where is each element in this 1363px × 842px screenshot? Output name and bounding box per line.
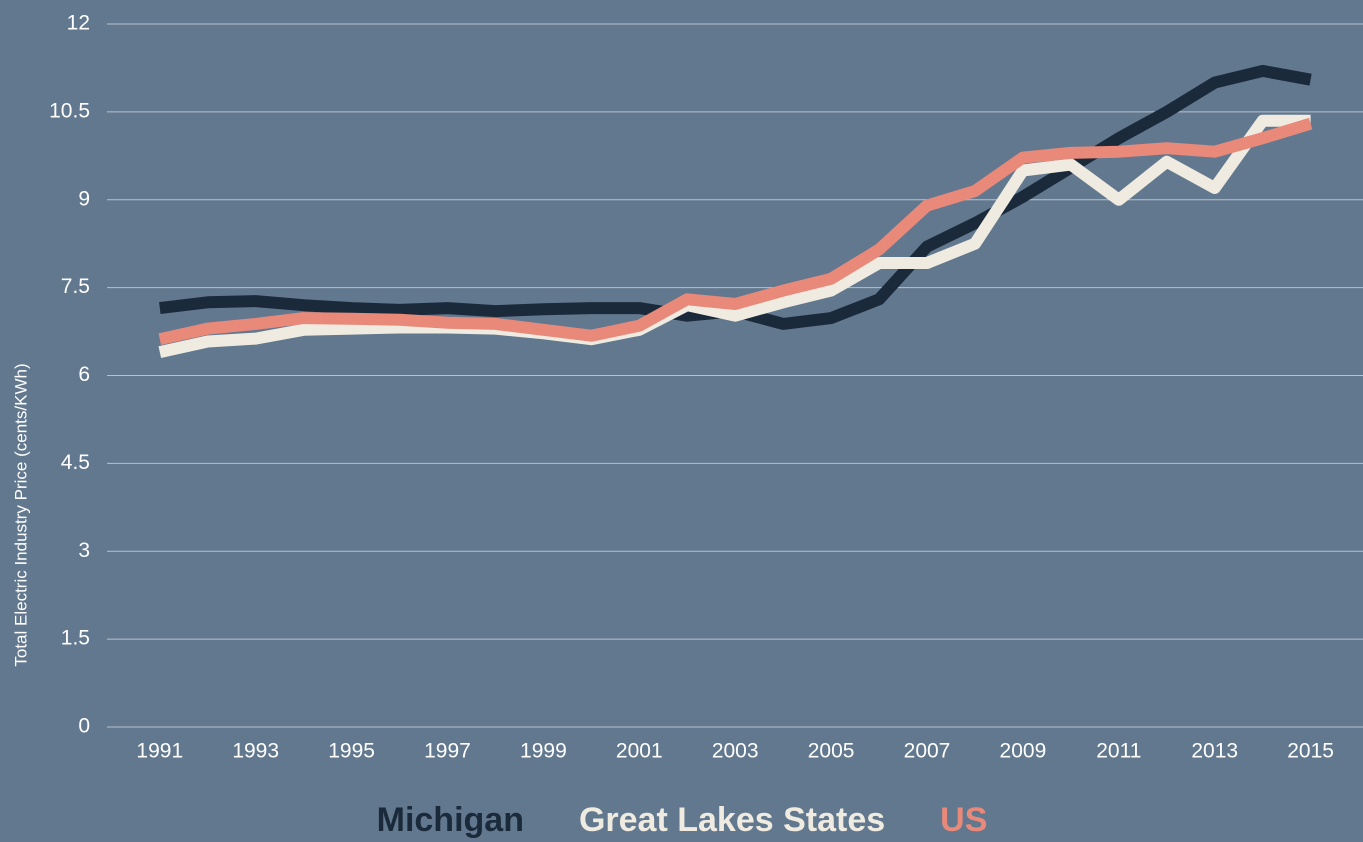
y-tick-label: 6: [78, 363, 90, 386]
x-tick-label: 2007: [904, 740, 951, 763]
x-tick-label: 2015: [1287, 740, 1334, 763]
x-tick-label: 2009: [1000, 740, 1047, 763]
legend-entry: Michigan: [377, 801, 524, 839]
x-tick-label: 1999: [520, 740, 567, 763]
x-tick-label: 2001: [616, 740, 663, 763]
legend-entry: US: [940, 801, 987, 839]
y-tick-label: 7.5: [61, 275, 90, 298]
legend-entry: Great Lakes States: [579, 801, 885, 839]
y-tick-label: 1.5: [61, 627, 90, 650]
y-tick-label: 10.5: [49, 99, 90, 122]
x-tick-label: 2005: [808, 740, 855, 763]
y-tick-label: 0: [78, 715, 90, 738]
y-tick-label: 12: [67, 12, 90, 35]
series-line: [158, 117, 1313, 346]
x-tick-label: 2011: [1096, 740, 1141, 763]
x-tick-label: 1995: [328, 740, 375, 763]
x-tick-label: 2013: [1191, 740, 1238, 763]
x-tick-label: 2003: [712, 740, 759, 763]
series-line: [158, 114, 1311, 358]
y-axis-label: Total Electric Industry Price (cents/KWh…: [11, 363, 30, 666]
series-line: [159, 64, 1312, 330]
y-tick-label: 3: [78, 539, 90, 562]
x-tick-label: 1997: [424, 740, 471, 763]
y-tick-label: 4.5: [61, 451, 90, 474]
y-tick-label: 9: [78, 187, 90, 210]
x-tick-label: 1993: [232, 740, 279, 763]
legend: Michigan Great Lakes States US: [377, 801, 988, 839]
x-tick-label: 1991: [136, 740, 183, 763]
